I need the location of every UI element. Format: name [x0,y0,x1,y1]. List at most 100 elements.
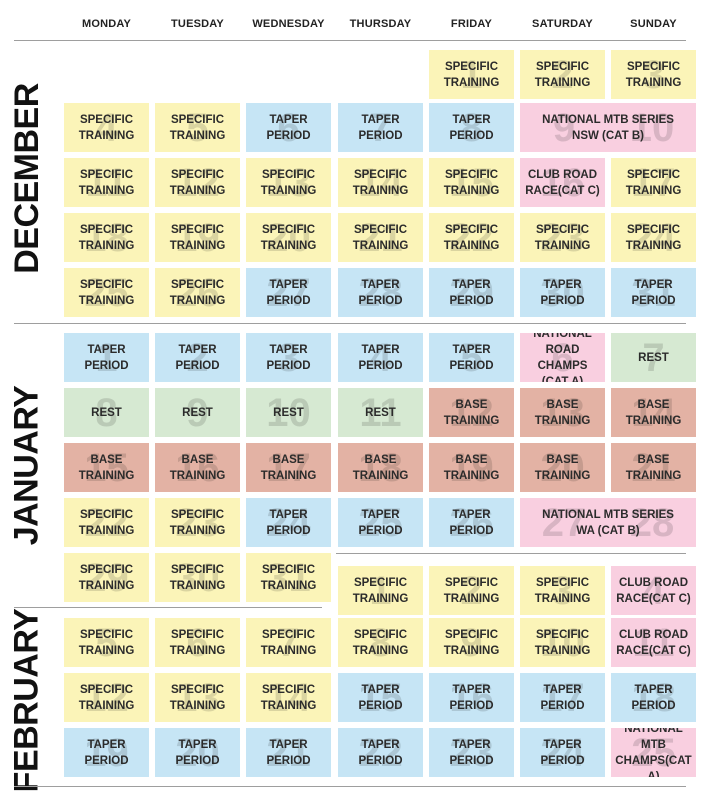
training-label: SPECIFIC TRAINING [260,223,317,252]
day-number: 20 [540,445,585,490]
day-header-thursday: THURSDAY [349,18,412,30]
day-number: 7 [277,620,300,665]
day-number: 18 [84,215,129,260]
training-label: TAPER PERIOD [540,738,585,767]
day-number: 28 [358,270,403,315]
calendar-day-cell: 9 REST [155,388,240,437]
training-label: SPECIFIC TRAINING [169,628,226,657]
calendar-day-cell: 6 SPECIFIC TRAINING [155,618,240,667]
calendar-day-cell: 14 BASE TRAINING [611,388,696,437]
day-number: 26 [449,500,494,545]
training-label: SPECIFIC TRAINING [260,683,317,712]
day-number: 25 [84,270,129,315]
calendar-day-cell: 3 SPECIFIC TRAINING [611,50,696,99]
training-label: SPECIFIC TRAINING [534,576,591,605]
training-label: BASE TRAINING [443,398,500,427]
calendar-day-cell: 24 TAPER PERIOD [520,728,605,777]
calendar-day-cell: 19 TAPER PERIOD [64,728,149,777]
calendar-day-cell: 8 TAPER PERIOD [429,103,514,152]
training-label: CLUB ROAD RACE(CAT C) [616,628,691,657]
day-number: 5 [95,620,118,665]
day-number: 4 [95,105,118,150]
day-number: 29 [449,270,494,315]
training-label: SPECIFIC TRAINING [443,223,500,252]
calendar-day-cell: 10 REST [246,388,331,437]
day-number: 31 [631,270,676,315]
day-number: 16 [175,445,220,490]
calendar-day-cell: 23 TAPER PERIOD [429,728,514,777]
day-number: 19 [175,215,220,260]
training-label: SPECIFIC TRAINING [625,168,682,197]
calendar-day-cell: 24 TAPER PERIOD [246,498,331,547]
training-label: BASE TRAINING [169,453,226,482]
training-label: NATIONAL MTB SERIES WA (CAT B) [542,508,674,537]
day-number: 2 [551,52,574,97]
calendar-day-cell: 23 SPECIFIC TRAINING [155,498,240,547]
day-number: 17 [266,445,311,490]
training-label: SPECIFIC TRAINING [352,628,409,657]
training-label: CLUB ROAD RACE(CAT C) [616,576,691,605]
training-label: SPECIFIC TRAINING [78,168,135,197]
day-number: 1 [460,52,483,97]
calendar-day-cell: 8 SPECIFIC TRAINING [338,618,423,667]
training-label: SPECIFIC TRAINING [352,168,409,197]
day-number: 5 [460,335,483,380]
day-number: 28 [629,500,675,545]
training-label: SPECIFIC TRAINING [260,168,317,197]
day-number: 24 [631,215,676,260]
day-number: 4 [369,335,392,380]
day-header-wednesday: WEDNESDAY [252,18,325,30]
day-number: 3 [277,335,300,380]
training-label: BASE TRAINING [625,453,682,482]
calendar-day-cell: 15 BASE TRAINING [64,443,149,492]
training-label: TAPER PERIOD [540,278,585,307]
training-label: SPECIFIC TRAINING [352,576,409,605]
day-number: 6 [551,335,574,380]
calendar-day-cell: 23 SPECIFIC TRAINING [520,213,605,262]
calendar-day-cell: 8 REST [64,388,149,437]
day-number: 2 [460,568,483,613]
calendar-day-cell: 9 10 NATIONAL MTB SERIES NSW (CAT B) [520,103,696,152]
day-number: 18 [631,675,676,720]
training-label: TAPER PERIOD [449,278,494,307]
training-label: TAPER PERIOD [175,343,220,372]
training-label: SPECIFIC TRAINING [534,628,591,657]
calendar-day-cell: 21 SPECIFIC TRAINING [338,213,423,262]
day-number: 8 [369,620,392,665]
calendar-day-cell: 16 TAPER PERIOD [429,673,514,722]
day-number: 9 [460,620,483,665]
calendar-day-cell: 17 BASE TRAINING [246,443,331,492]
month-divider-january-february [14,607,322,608]
training-label: SPECIFIC TRAINING [78,563,135,592]
training-label: SPECIFIC TRAINING [78,113,135,142]
training-label: SPECIFIC TRAINING [260,563,317,592]
training-label: SPECIFIC TRAINING [78,683,135,712]
day-number: 14 [631,390,676,435]
calendar-day-cell: 7 TAPER PERIOD [338,103,423,152]
calendar-day-cell: 14 SPECIFIC TRAINING [246,673,331,722]
calendar-day-cell: 13 SPECIFIC TRAINING [246,158,331,207]
calendar-day-cell: 19 BASE TRAINING [429,443,514,492]
calendar-day-cell: 5 TAPER PERIOD [429,333,514,382]
training-label: TAPER PERIOD [358,683,403,712]
month-divider-january-february [336,553,686,554]
calendar-day-cell: 29 SPECIFIC TRAINING [64,553,149,602]
calendar-day-cell: 6 NATIONAL ROAD CHAMPS (CAT A) [520,333,605,382]
calendar-day-cell: 12 BASE TRAINING [429,388,514,437]
training-label: REST [182,406,213,419]
day-number: 2 [186,335,209,380]
training-label: REST [91,406,122,419]
day-number: 30 [540,270,585,315]
day-number: 18 [358,445,403,490]
day-number: 10 [629,105,675,150]
day-number: 9 [186,390,209,435]
day-number: 17 [540,675,585,720]
training-label: NATIONAL MTB CHAMPS(CAT A) [615,728,692,777]
day-number: 21 [358,215,403,260]
day-number: 13 [175,675,220,720]
training-label: SPECIFIC TRAINING [443,60,500,89]
calendar-day-cell: 5 SPECIFIC TRAINING [64,618,149,667]
month-label-february: FEBRUARY [7,608,46,792]
training-label: SPECIFIC TRAINING [78,278,135,307]
